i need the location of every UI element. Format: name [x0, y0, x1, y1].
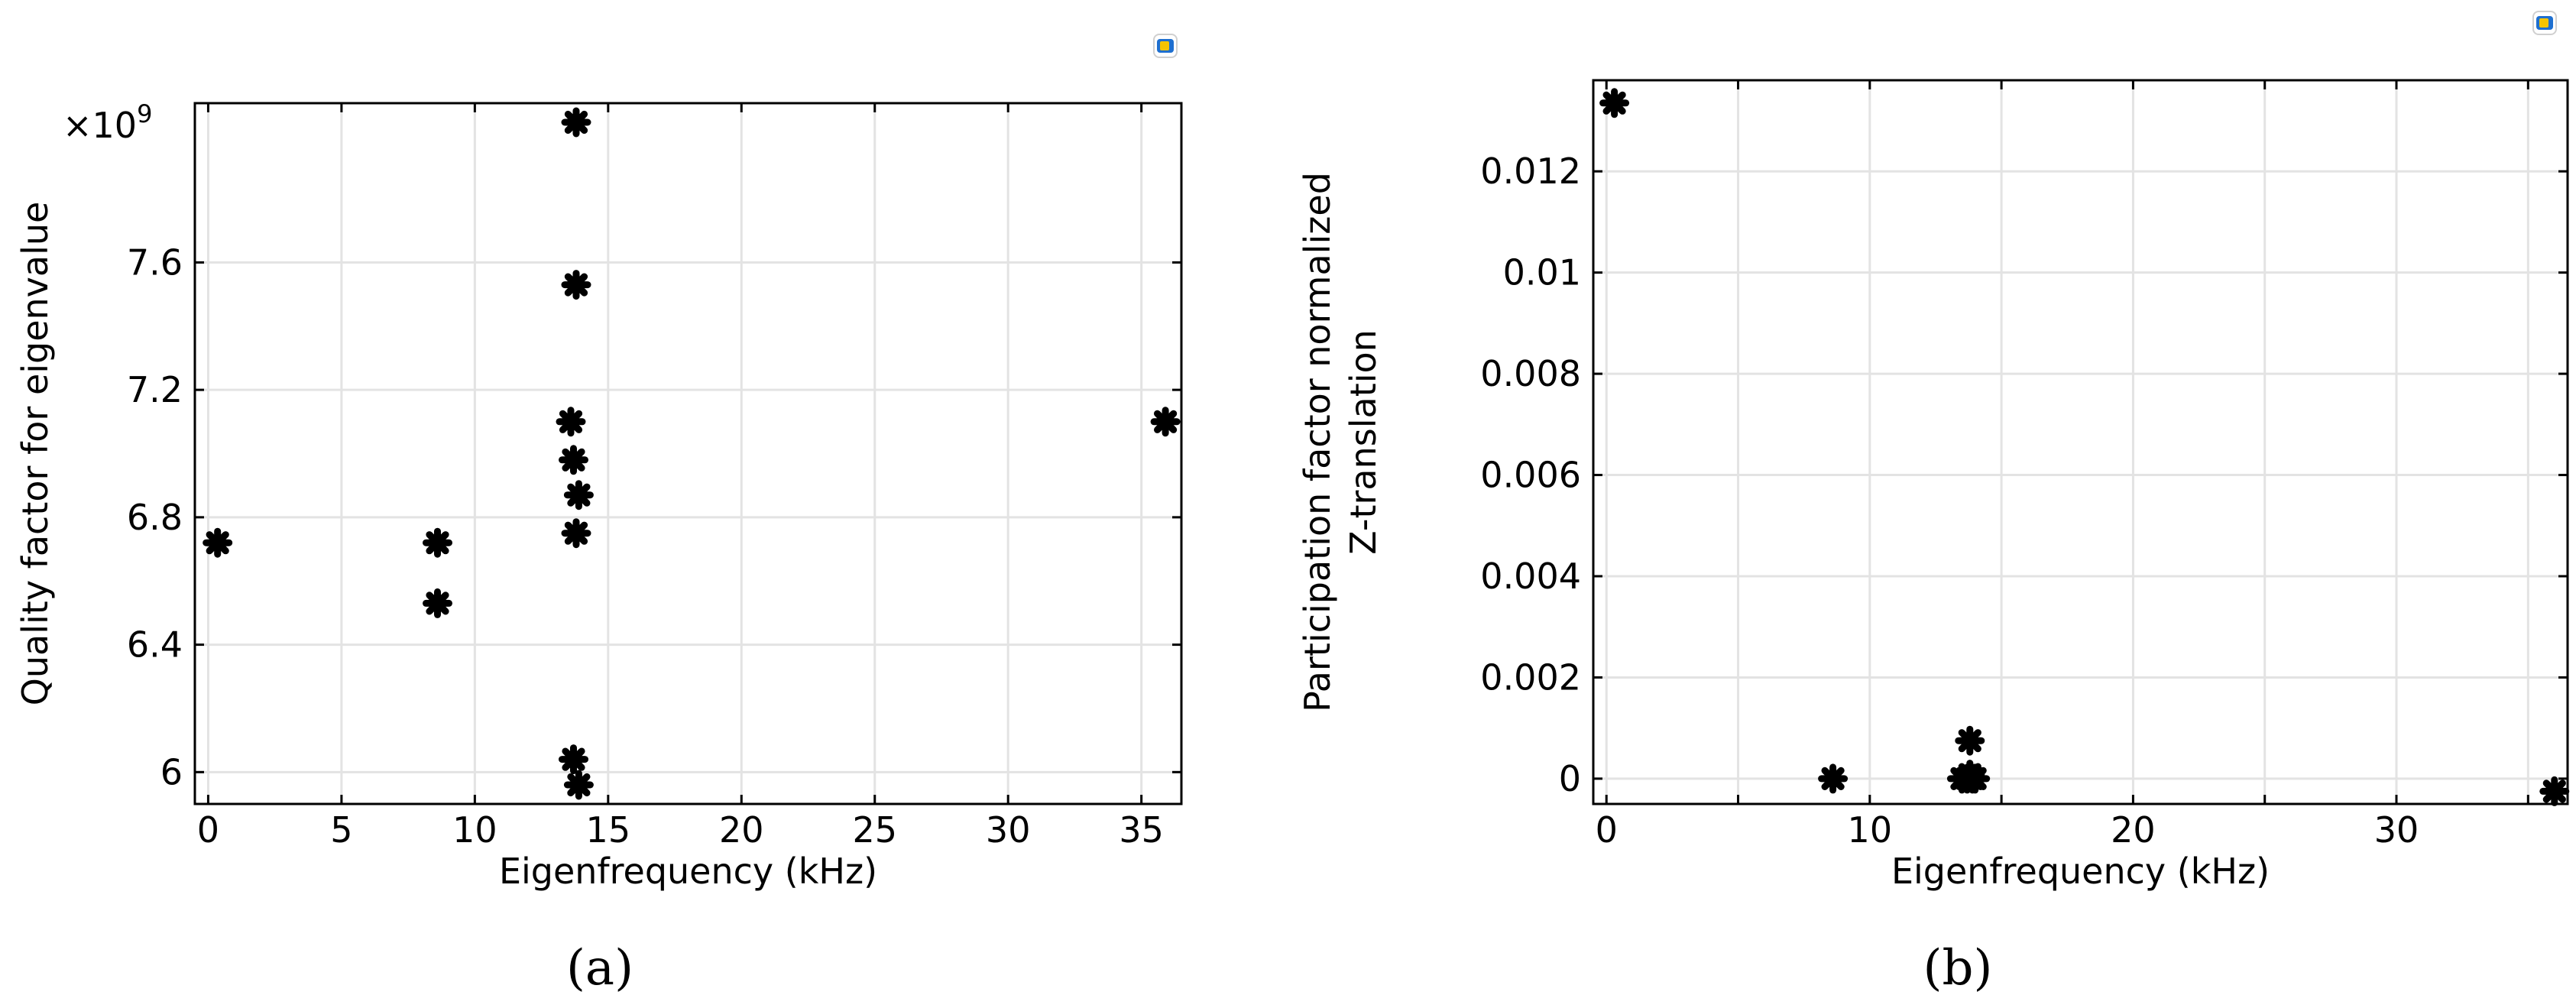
data-point	[1599, 88, 1630, 118]
data-point	[563, 770, 594, 800]
data-point	[559, 744, 588, 775]
x-tick-label: 10	[452, 809, 497, 851]
panel-a-x-axis-title: Eigenfrequency (kHz)	[499, 851, 877, 892]
y-tick-label: 0	[1559, 758, 1581, 799]
data-point	[563, 480, 594, 510]
panel-a-label: (a)	[566, 940, 633, 997]
data-point	[2539, 776, 2570, 806]
y-tick-label: 0.004	[1480, 556, 1581, 597]
panel-b-y-tick-labels: 0 0.002 0.004 0.006 0.008 0.01 0.012	[1480, 151, 1581, 799]
panel-b-tick-marks	[1593, 80, 2568, 804]
y-tick-label: 6	[160, 751, 183, 792]
panel-a-toolbar-icon[interactable]	[1153, 34, 1178, 58]
panel-b: 0 10 20 30 0 0.002 0.004 0.006 0.008 0.01 0.012 E…	[1297, 11, 2570, 997]
y-tick-label: 7.6	[127, 241, 183, 283]
panel-a-x-tick-labels: 0 5 10 15 20 25 30 35	[197, 809, 1164, 851]
panel-b-data-points	[1599, 88, 2570, 806]
x-tick-label: 20	[2111, 809, 2156, 851]
y-tick-label: 0.008	[1480, 353, 1581, 394]
panel-b-x-axis-title: Eigenfrequency (kHz)	[1891, 851, 2270, 892]
data-point	[561, 107, 591, 138]
data-point	[1955, 760, 1985, 790]
panel-a-y-tick-labels: 6 6.4 6.8 7.2 7.6	[127, 241, 183, 792]
panel-b-y-axis-title-line1: Participation factor normalized	[1297, 172, 1338, 712]
panel-a-plot-frame	[193, 102, 1183, 805]
data-point	[559, 445, 588, 475]
panel-b-x-tick-labels: 0 10 20 30	[1596, 809, 2419, 851]
panel-a-tick-marks	[195, 103, 1181, 804]
x-tick-label: 20	[719, 809, 764, 851]
data-point	[203, 527, 233, 558]
panel-b-label: (b)	[1923, 940, 1993, 997]
y-tick-label: 7.2	[127, 369, 183, 410]
x-tick-label: 25	[852, 809, 897, 851]
panel-a-y-axis-title: Quality factor for eigenvalue	[15, 202, 56, 706]
y-tick-label: 0.012	[1480, 151, 1581, 192]
x-tick-label: 30	[2374, 809, 2419, 851]
x-tick-label: 30	[986, 809, 1031, 851]
panel-a-data-points	[203, 107, 1181, 800]
y-tick-label: 0.002	[1480, 656, 1581, 698]
data-point	[561, 270, 591, 300]
y-tick-label: 0.01	[1503, 252, 1581, 293]
data-point	[556, 407, 586, 437]
panel-b-y-axis-title-line2: Z-translation	[1343, 329, 1384, 555]
data-point	[561, 518, 591, 549]
x-tick-label: 0	[1596, 809, 1618, 851]
x-tick-label: 35	[1119, 809, 1164, 851]
data-point	[423, 588, 452, 618]
data-point	[1955, 725, 1985, 756]
panel-a-y-multiplier: ×109	[63, 99, 152, 146]
x-tick-label: 0	[197, 809, 219, 851]
data-point	[423, 527, 452, 558]
x-tick-label: 15	[586, 809, 631, 851]
panel-b-toolbar-icon[interactable]	[2532, 11, 2557, 35]
x-tick-label: 5	[330, 809, 352, 851]
y-tick-label: 6.4	[127, 624, 183, 666]
x-tick-label: 10	[1848, 809, 1893, 851]
y-tick-label: 6.8	[127, 497, 183, 538]
panel-b-plot-frame	[1592, 79, 2569, 805]
panel-a-gridlines	[195, 103, 1181, 804]
data-point	[1818, 763, 1849, 794]
panel-a: 0 5 10 15 20 25 30 35 6 6.4 6.8 7.2 7.6 ×109 Eigenf…	[15, 34, 1183, 997]
y-tick-label: 0.006	[1480, 455, 1581, 496]
data-point	[1150, 407, 1181, 437]
panel-b-gridlines	[1593, 80, 2568, 804]
